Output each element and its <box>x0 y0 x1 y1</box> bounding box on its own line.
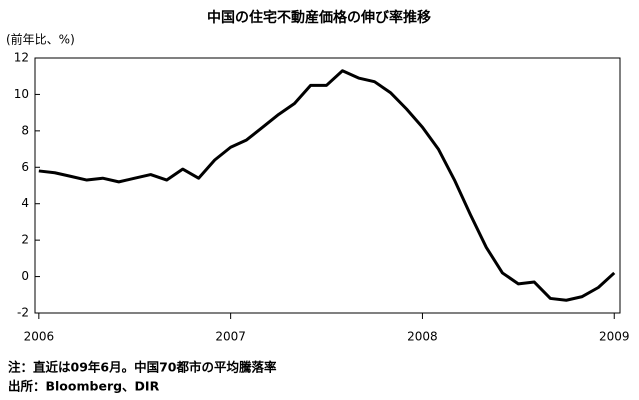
x-tick-label: 2009 <box>599 330 630 344</box>
source: 出所：Bloomberg、DIR <box>8 379 160 394</box>
note: 注：直近は09年6月。中国70都市の平均騰落率 <box>8 360 277 375</box>
plot-frame <box>34 57 621 314</box>
chart-title: 中国の住宅不動産価格の伸び率推移 <box>207 9 431 26</box>
y-tick-label: -2 <box>17 306 29 320</box>
y-axis-label: (前年比、%) <box>6 32 75 47</box>
y-tick-label: 2 <box>21 233 29 247</box>
y-tick-label: 4 <box>21 196 29 210</box>
x-tick-label: 2006 <box>24 330 55 344</box>
y-tick-label: 12 <box>14 51 29 65</box>
y-tick-label: 0 <box>21 269 29 283</box>
y-tick-label: 10 <box>14 87 29 101</box>
data-line <box>38 69 616 302</box>
x-tick-label: 2008 <box>407 330 438 344</box>
x-tick-label: 2007 <box>215 330 246 344</box>
y-tick-label: 8 <box>21 123 29 137</box>
y-tick-label: 6 <box>21 160 29 174</box>
